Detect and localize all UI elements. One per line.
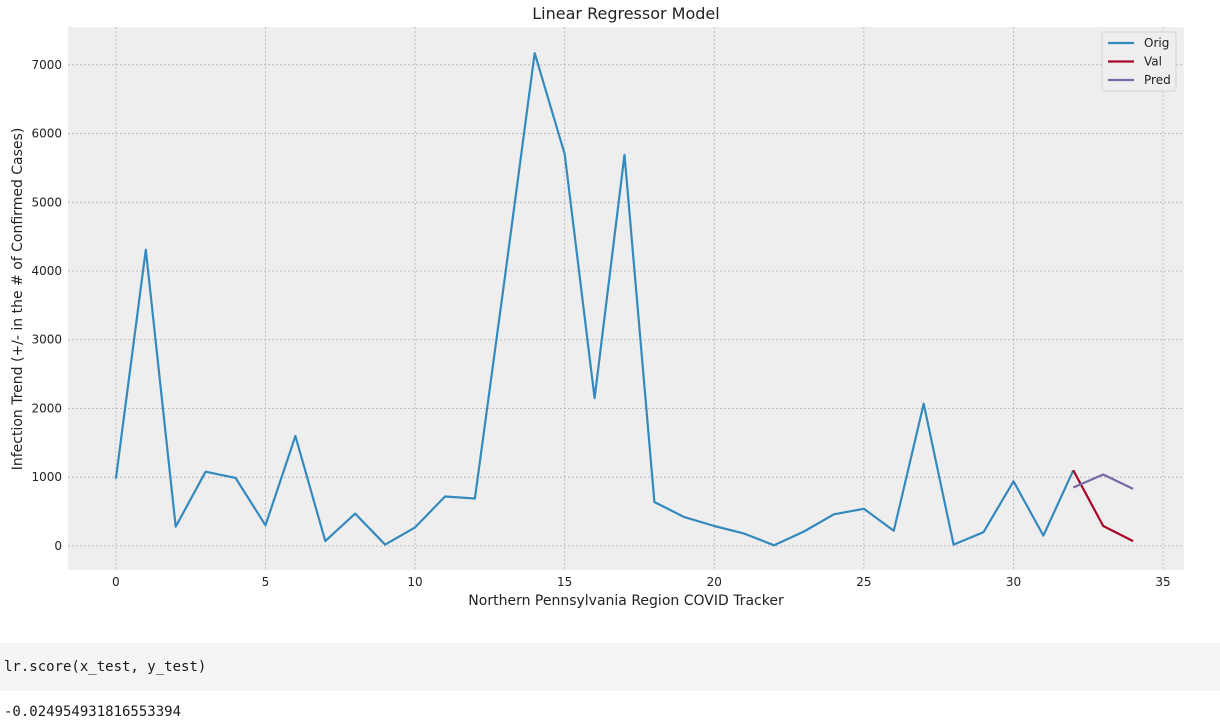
x-tick-label: 5: [262, 575, 270, 589]
series-line-pred: [1072, 473, 1134, 490]
x-tick-label: 15: [557, 575, 572, 589]
y-tick-label: 6000: [31, 127, 62, 141]
x-tick-label: 10: [407, 575, 422, 589]
series-line-val: [1072, 469, 1134, 543]
legend: Orig Val Pred: [1101, 31, 1177, 92]
cell-output: -0.024954931816553394: [4, 704, 182, 720]
x-tick-label: 20: [707, 575, 722, 589]
plot-background: [68, 27, 1184, 570]
x-tick-label: 35: [1155, 575, 1170, 589]
y-tick-label: 7000: [31, 58, 62, 72]
legend-label-val: Val: [1144, 55, 1162, 69]
series-lines: [114, 51, 1134, 547]
y-tick-label: 5000: [31, 195, 62, 209]
legend-label-orig: Orig: [1144, 36, 1169, 50]
line-chart: 0 5 10 15 20 25 30 35 0 1000 2000 3000 4000 5000 6000…: [10, 4, 1184, 609]
legend-box: [1101, 31, 1177, 92]
x-tick-label: 30: [1006, 575, 1021, 589]
code-cell[interactable]: lr.score(x_test, y_test): [0, 643, 1220, 691]
y-axis-label: Infection Trend (+/- in the # of Confirm…: [10, 128, 26, 471]
legend-label-pred: Pred: [1144, 73, 1171, 87]
y-tick-label: 1000: [31, 470, 62, 484]
y-tick-label: 3000: [31, 333, 62, 347]
grid: [68, 27, 1184, 570]
x-tick-label: 0: [112, 575, 120, 589]
y-tick-label: 0: [54, 539, 62, 553]
x-tick-label: 25: [856, 575, 871, 589]
y-tick-label: 4000: [31, 264, 62, 278]
x-axis-label: Northern Pennsylvania Region COVID Track…: [468, 593, 784, 609]
series-line-orig: [114, 51, 1075, 547]
code-text: lr.score(x_test, y_test): [4, 659, 207, 675]
y-axis-ticks: 0 1000 2000 3000 4000 5000 6000 7000: [31, 58, 62, 553]
x-axis-ticks: 0 5 10 15 20 25 30 35: [112, 575, 1171, 589]
y-tick-label: 2000: [31, 401, 62, 415]
chart-title: Linear Regressor Model: [532, 4, 719, 23]
